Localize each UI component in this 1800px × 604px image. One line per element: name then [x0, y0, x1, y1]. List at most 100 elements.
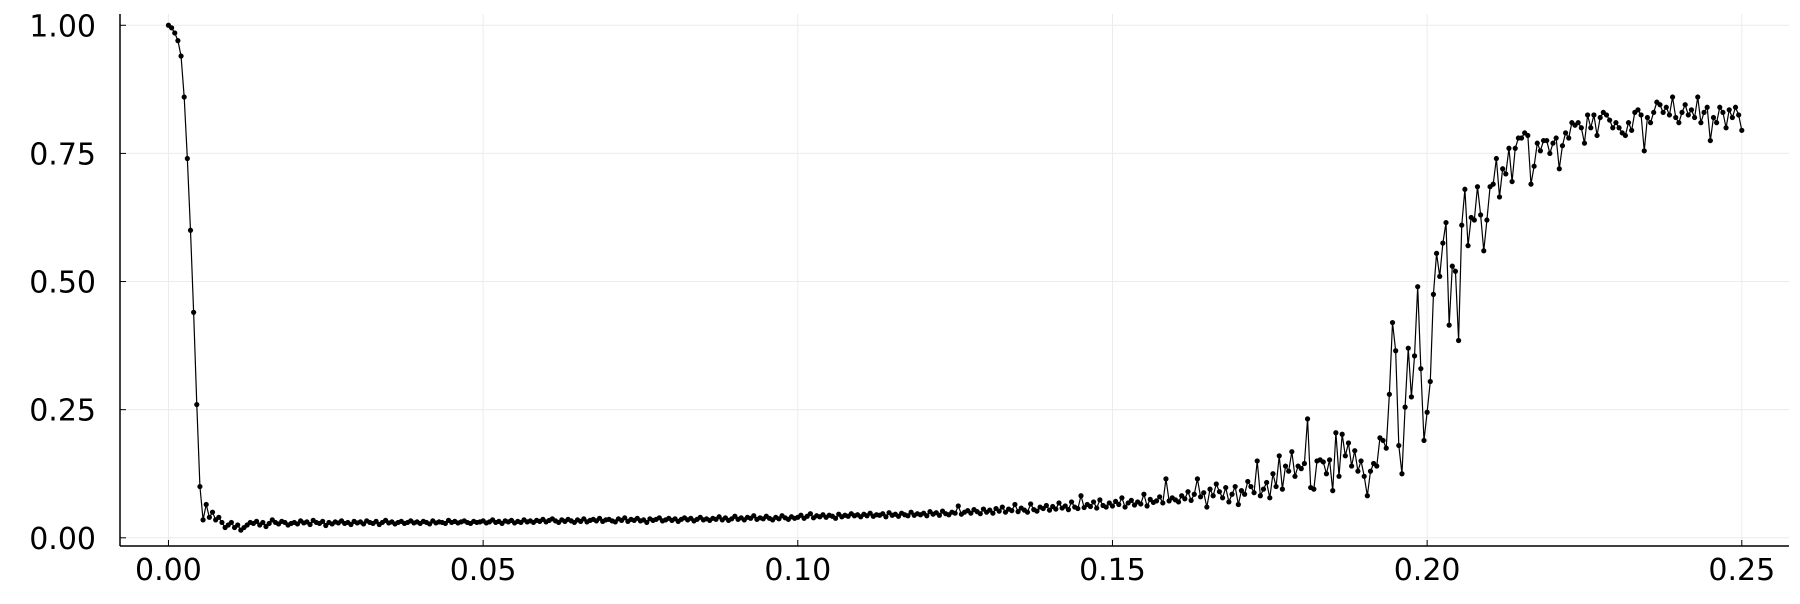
data-point [1367, 468, 1374, 474]
data-point [905, 513, 911, 519]
data-point [1197, 494, 1204, 500]
data-point [1358, 458, 1364, 464]
data-point [1638, 112, 1644, 118]
data-point [1138, 501, 1144, 507]
data-point [1116, 501, 1122, 508]
data-point [235, 522, 241, 528]
y-tick-label: 0.50 [29, 266, 96, 301]
data-point [1603, 112, 1610, 118]
data-point [187, 227, 194, 233]
x-tick-label: 0.10 [764, 553, 831, 588]
data-point [200, 517, 206, 523]
data-point [1679, 109, 1685, 116]
data-point [1097, 497, 1103, 503]
data-point [1352, 448, 1358, 454]
data-point [1141, 491, 1147, 497]
data-point [1223, 484, 1229, 491]
data-point [1427, 378, 1433, 385]
y-tick-label: 1.00 [29, 9, 96, 44]
data-point [1311, 486, 1317, 492]
x-tick-label: 0.25 [1708, 553, 1775, 588]
data-point [1257, 493, 1263, 499]
data-point [1267, 495, 1273, 501]
data-point [1065, 507, 1072, 513]
data-point [1669, 94, 1676, 100]
data-point [1430, 291, 1437, 297]
data-point [1607, 117, 1613, 123]
data-point [206, 514, 212, 520]
data-point [1506, 145, 1512, 151]
data-point [1408, 394, 1414, 400]
data-point [1553, 135, 1559, 141]
data-point [260, 519, 266, 526]
data-point [1462, 186, 1468, 192]
data-point [1229, 491, 1235, 497]
data-point [832, 515, 839, 521]
data-point [253, 518, 260, 524]
data-point [1163, 476, 1169, 482]
data-point [1405, 345, 1411, 351]
data-point [968, 510, 974, 516]
data-point [1729, 114, 1735, 121]
data-point [1009, 508, 1015, 514]
data-point [807, 511, 813, 517]
data-point [1289, 449, 1295, 455]
data-point [266, 520, 272, 527]
data-point [1339, 431, 1345, 437]
data-point [996, 508, 1002, 514]
data-point [1273, 483, 1279, 490]
data-point [1182, 496, 1188, 502]
data-point [1418, 366, 1424, 372]
data-point [1736, 112, 1742, 118]
data-point [1717, 104, 1723, 110]
data-point [1449, 263, 1455, 269]
data-point [1465, 243, 1471, 249]
data-point [1276, 453, 1282, 459]
data-point [1144, 503, 1150, 509]
data-point [1644, 114, 1650, 121]
data-point [1559, 143, 1566, 149]
data-point [936, 512, 942, 518]
data-point [955, 503, 961, 509]
data-point [1478, 212, 1484, 218]
data-point [1103, 504, 1109, 510]
data-point [1481, 248, 1487, 254]
data-point [1588, 125, 1594, 131]
data-point [1720, 109, 1726, 116]
data-point [1534, 140, 1540, 146]
data-point [1610, 125, 1616, 131]
data-point [1355, 468, 1361, 474]
data-point [1647, 120, 1654, 126]
data-point [1440, 240, 1446, 246]
data-point [216, 514, 222, 520]
data-point [1349, 463, 1355, 469]
data-point [1437, 273, 1443, 280]
data-point [990, 510, 996, 516]
data-point [1393, 348, 1399, 354]
data-point [1496, 194, 1503, 200]
data-point [977, 511, 983, 517]
data-point [1090, 499, 1097, 505]
data-point [1320, 459, 1326, 465]
data-point [1685, 112, 1691, 118]
data-point [1361, 473, 1367, 479]
data-point [622, 515, 628, 521]
data-point [1726, 107, 1732, 113]
data-point [999, 504, 1005, 510]
data-point [1411, 353, 1418, 359]
data-point [1525, 132, 1531, 139]
data-point [1578, 125, 1584, 131]
x-tick-label: 0.05 [450, 553, 517, 588]
data-point [1056, 500, 1062, 506]
data-point [1537, 148, 1544, 154]
data-point [1374, 463, 1380, 469]
data-point [1556, 166, 1562, 172]
data-point [197, 483, 203, 490]
data-point [1191, 491, 1197, 497]
data-point [1528, 181, 1534, 187]
y-tick-label: 0.75 [29, 137, 96, 172]
data-point [1710, 114, 1717, 121]
data-point [1415, 284, 1421, 290]
data-point [1701, 109, 1707, 116]
